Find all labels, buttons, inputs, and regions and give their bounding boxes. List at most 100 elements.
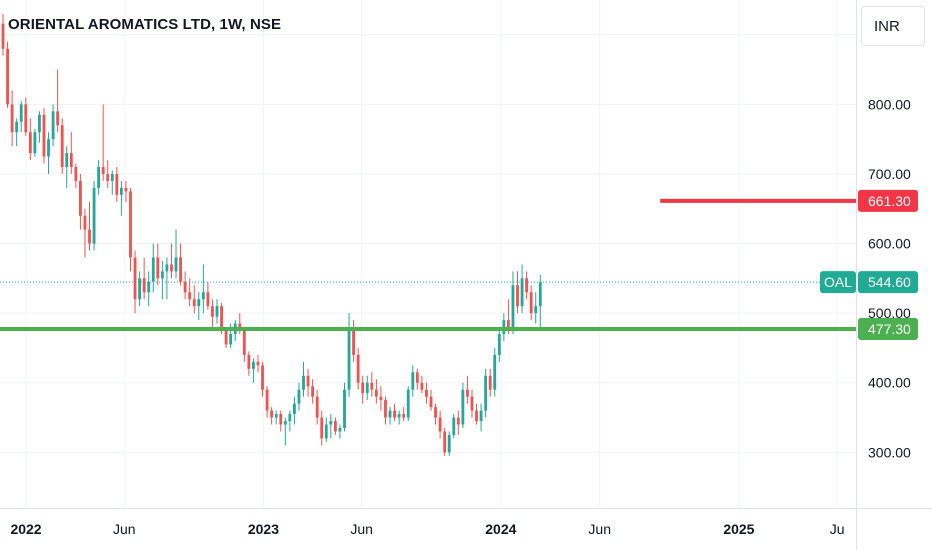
candle-body — [74, 167, 78, 181]
price-axis[interactable]: 300.00400.00500.00600.00700.00800.00900.… — [868, 27, 911, 461]
candle-body — [33, 132, 37, 154]
candle-body — [302, 375, 305, 390]
candle-body — [6, 48, 9, 105]
candle — [329, 414, 333, 439]
candle — [538, 274, 542, 328]
candle — [406, 386, 410, 422]
candle-body — [488, 375, 492, 390]
candle — [179, 243, 182, 286]
candle-body — [69, 153, 73, 168]
candle — [343, 382, 346, 432]
candle-body — [1, 23, 5, 49]
candle — [452, 414, 456, 439]
candle — [174, 229, 178, 279]
candle — [379, 386, 383, 411]
candle-body — [297, 389, 301, 404]
candle-body — [247, 354, 251, 369]
candle-body — [352, 327, 356, 355]
candle — [320, 410, 324, 446]
candle-body — [320, 417, 324, 439]
candle — [242, 327, 246, 362]
candle-body — [475, 410, 478, 422]
candle — [60, 118, 64, 174]
candle-body — [56, 111, 60, 126]
time-tick-label: 2022 — [10, 521, 41, 537]
candle — [38, 111, 41, 143]
candle-body — [165, 264, 169, 272]
candle-body — [438, 417, 442, 432]
candle-body — [288, 414, 292, 422]
last-price-label-bg — [858, 271, 918, 294]
candle — [484, 368, 488, 418]
candle — [384, 396, 387, 425]
candle — [6, 41, 9, 108]
candle — [434, 403, 437, 425]
candle-body — [192, 299, 196, 307]
candle — [74, 163, 78, 188]
candle-body — [133, 257, 137, 300]
candle-body — [388, 410, 392, 418]
candle — [206, 281, 210, 310]
candle-body — [252, 361, 255, 369]
candle-body — [324, 424, 328, 439]
candle — [525, 271, 529, 300]
currency-label: INR — [874, 18, 900, 35]
time-tick-label: Jun — [113, 521, 136, 537]
price-tick-label: 600.00 — [868, 236, 911, 252]
candle — [288, 410, 292, 432]
candle — [92, 180, 96, 251]
candle — [475, 403, 478, 425]
candle-body — [179, 257, 182, 282]
candle-body — [434, 407, 437, 418]
resistance-price-label-bg — [858, 189, 918, 212]
candle — [443, 427, 447, 456]
candle-body — [151, 257, 155, 282]
time-tick-label: 2025 — [723, 521, 754, 537]
candle-body — [65, 153, 69, 168]
candle-body — [101, 167, 105, 174]
candle-body — [279, 414, 283, 425]
candle-body — [47, 139, 50, 157]
candle-body — [229, 334, 233, 345]
currency-button[interactable]: INR — [861, 6, 925, 46]
candle-body — [456, 417, 460, 425]
candle — [283, 417, 287, 446]
symbol-tag-text: OAL — [824, 274, 852, 290]
candle-body — [306, 375, 310, 387]
candle — [324, 417, 328, 442]
candle — [42, 107, 46, 164]
candle — [97, 160, 101, 195]
candle-body — [447, 434, 451, 453]
time-axis[interactable]: 2022 Jun 2023 Jun 2024 Jun 2025 Ju — [10, 521, 844, 537]
candle-body — [142, 278, 146, 293]
candle-body — [525, 278, 529, 293]
candle-body — [129, 191, 132, 258]
candle — [511, 271, 515, 335]
candle-body — [38, 114, 41, 133]
candle — [24, 97, 28, 136]
candle-body — [201, 292, 205, 300]
grid-lines — [0, 0, 856, 508]
candle — [33, 128, 37, 157]
candle — [1, 13, 5, 56]
candle — [261, 361, 264, 397]
candle — [183, 271, 187, 300]
horizontal-lines — [0, 198, 856, 331]
candle-body — [338, 427, 342, 432]
candle — [311, 379, 315, 404]
time-tick-label: Jun — [588, 521, 611, 537]
candle-body — [343, 389, 346, 428]
support-price-label-text: 477.30 — [868, 321, 911, 337]
candle — [188, 278, 192, 307]
candle-body — [88, 229, 91, 244]
candle — [215, 299, 219, 324]
candle — [438, 410, 442, 439]
candle-body — [42, 114, 46, 157]
candle — [420, 375, 424, 394]
candle — [415, 368, 419, 390]
candle — [361, 375, 365, 404]
candle-body — [92, 187, 96, 244]
candle-body — [511, 285, 515, 328]
candle — [138, 271, 142, 307]
